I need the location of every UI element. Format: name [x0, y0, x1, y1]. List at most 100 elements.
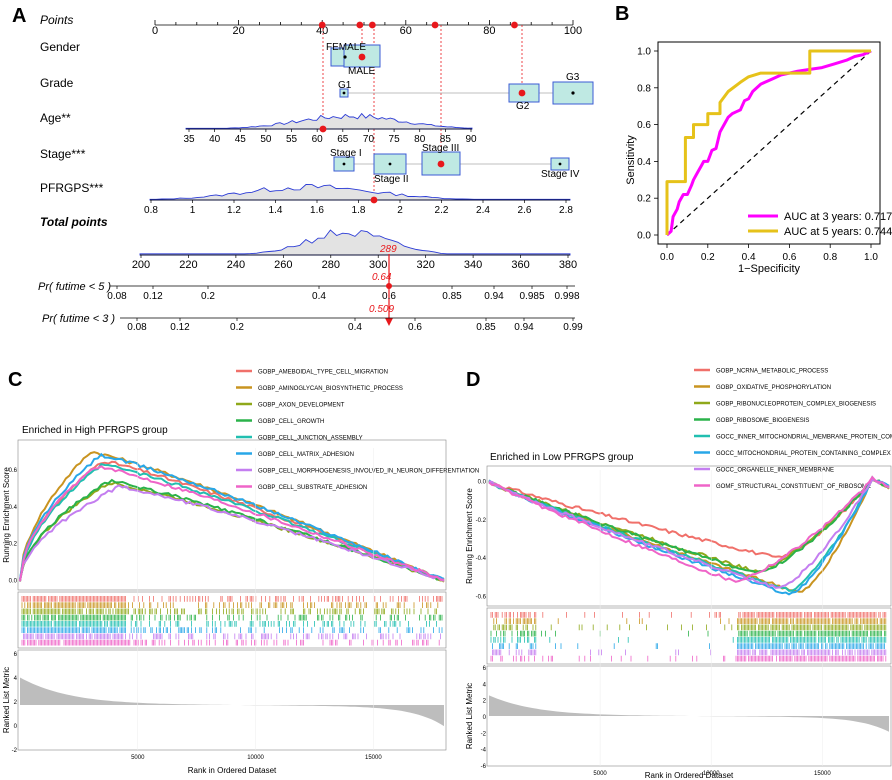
points-marker	[511, 21, 518, 29]
axis-tick-label: 45	[235, 134, 247, 145]
metric-ytick-label: 0	[14, 724, 18, 730]
roc-ylabel: Sensitivity	[625, 135, 637, 185]
legend-entry: GOBP_AMEBOIDAL_TYPE_CELL_MIGRATION	[258, 370, 388, 376]
roc-axes: 0.0 0.2 0.4 0.6 0.8 1.0 0.0 0.2 0.4 0.6 0.8 1.0	[637, 47, 878, 264]
gsea-low-hits	[490, 612, 887, 662]
axis-tick-label: 320	[416, 259, 434, 271]
pfrgps-density	[149, 184, 571, 201]
axis-tick-label: 1	[190, 205, 196, 216]
roc-legend: AUC at 3 years: 0.717 AUC at 5 years: 0.…	[748, 211, 892, 238]
axis-tick-label: 2.2	[435, 205, 449, 216]
pr5-ticks: 0.08 0.12 0.2 0.4 0.6 0.85 0.94 0.985 0.998	[107, 286, 580, 302]
panel-a-label: A	[12, 5, 26, 27]
gender-male: MALE	[348, 66, 376, 77]
axis-tick-label: 0.6	[408, 322, 422, 333]
gsea-high-ylabel: Running Enrichment Score	[2, 467, 11, 563]
legend-entry: GOBP_RIBOSOME_BIOGENESIS	[716, 418, 809, 424]
legend-entry: GOCC_INNER_MITOCHONDRIAL_MEMBRANE_PROTEI…	[716, 435, 892, 441]
metric-ytick-label: -2	[12, 748, 18, 754]
metric-ytick-label: -6	[481, 764, 487, 770]
es-ytick-label: 0.0	[9, 578, 18, 584]
roc-xtick-label: 0.6	[782, 252, 796, 263]
nomo-grade-label: Grade	[40, 76, 74, 90]
gsea-high-panel: C GOBP_AMEBOIDAL_TYPE_CELL_MIGRATIONGOBP…	[2, 369, 479, 775]
gsea-low-ylabel: Running Enrichment Score	[465, 488, 474, 584]
gsea-high-xlabel: Rank in Ordered Dataset	[188, 766, 277, 775]
axis-tick-label: 50	[260, 134, 272, 145]
roc-curve	[665, 49, 871, 235]
grade-g3: G3	[566, 72, 580, 83]
axis-tick-label: 0.94	[514, 322, 534, 333]
roc-curve	[665, 49, 872, 237]
pfrgps-point	[370, 196, 378, 204]
gsea-low-ylabel2: Ranked List Metric	[465, 683, 474, 749]
rank-xtick-label: 10000	[703, 771, 720, 777]
axis-tick-label: 1.6	[310, 205, 324, 216]
nomo-gender-label: Gender	[40, 40, 80, 54]
axis-tick-label: 0.99	[563, 322, 583, 333]
total-ticks: 200 220 240 260 280 300 320 340 360 380	[132, 255, 577, 271]
stage-boxes: Stage I Stage II Stage III Stage IV	[330, 143, 580, 185]
axis-tick-label: 80	[414, 134, 426, 145]
legend-entry: GOMF_STRUCTURAL_CONSTITUENT_OF_RIBOSOME	[716, 484, 871, 490]
metric-ytick-label: 6	[483, 666, 487, 672]
age-ticks: 35 40 45 50 55 60 65 70 75 80 85 90	[183, 129, 477, 145]
legend-entry: GOBP_CELL_SUBSTRATE_ADHESION	[258, 485, 367, 491]
points-tick-label: 80	[483, 25, 495, 37]
axis-tick-label: 0.08	[127, 322, 147, 333]
points-marker	[356, 21, 364, 29]
enrichment-curve	[488, 478, 890, 589]
roc-xtick-label: 0.8	[823, 252, 837, 263]
axis-tick-label: 85	[440, 134, 452, 145]
es-ytick-label: -0.6	[476, 594, 487, 600]
axis-tick-label: 60	[312, 134, 324, 145]
total-density	[139, 229, 571, 256]
metric-ytick-label: 0	[483, 715, 487, 721]
axis-tick-label: 0.4	[312, 291, 326, 302]
rank-xtick-label: 15000	[365, 755, 382, 761]
axis-tick-label: 0.8	[144, 205, 158, 216]
stage-iii: Stage III	[422, 143, 459, 154]
axis-tick-label: 90	[465, 134, 477, 145]
enrichment-curve	[19, 465, 445, 582]
nomogram-panel: A Points Gender Grade Age** Stage*** PFR…	[12, 5, 594, 333]
es-ytick-label: 0.4	[9, 505, 18, 511]
es-ytick-label: 0.2	[9, 542, 18, 548]
gsea-low-curves	[488, 475, 890, 596]
legend-entry: GOBP_CELL_MORPHOGENESIS_INVOLVED_IN_NEUR…	[258, 469, 479, 475]
axis-tick-label: 280	[322, 259, 340, 271]
axis-tick-label: 0.94	[484, 291, 504, 302]
pfrgps-ticks: 0.8 1 1.2 1.4 1.6 1.8 2 2.2 2.4 2.6 2.8	[144, 200, 573, 216]
roc-diagonal	[666, 50, 872, 236]
legend-entry: GOBP_OXIDATIVE_PHOSPHORYLATION	[716, 385, 831, 391]
gsea-high-legend: GOBP_AMEBOIDAL_TYPE_CELL_MIGRATION GOBP_A…	[236, 370, 479, 491]
metric-ytick-label: 4	[483, 682, 487, 688]
axis-tick-label: 35	[183, 134, 195, 145]
axis-tick-label: 0.12	[170, 322, 190, 333]
gsea-low-xlabel: Rank in Ordered Dataset	[645, 771, 734, 780]
rank-xtick-label: 10000	[247, 755, 264, 761]
axis-tick-label: 340	[464, 259, 482, 271]
points-tick-label: 20	[232, 25, 244, 37]
gsea-high-ylabel2: Ranked List Metric	[2, 667, 11, 733]
axis-tick-label: 300	[369, 259, 387, 271]
nomo-age-label: Age**	[40, 111, 71, 125]
enrichment-curve	[488, 475, 889, 583]
es-ytick-label: 0.0	[478, 479, 487, 485]
roc-frame	[657, 41, 881, 245]
roc-ytick-label: 0.2	[637, 194, 651, 205]
metric-ytick-label: -2	[481, 731, 487, 737]
axis-tick-label: 260	[274, 259, 292, 271]
total-value: 289	[379, 244, 397, 255]
legend-entry: GOBP_AMINOGLYCAN_BIOSYNTHETIC_PROCESS	[258, 386, 403, 392]
axis-tick-label: 1.8	[352, 205, 366, 216]
roc-panel: B 0.0 0.2 0.4 0.6 0.8 1.0 0.0 0.2 0.4 0.6 0.8 1.0 S…	[615, 3, 892, 275]
roc-legend-3y: AUC at 3 years: 0.717	[784, 211, 892, 223]
axis-tick-label: 0.2	[201, 291, 215, 302]
age-density	[185, 112, 473, 130]
age-point	[319, 125, 327, 133]
legend-entry: GOCC_MITOCHONDRIAL_PROTEIN_CONTAINING_CO…	[716, 451, 891, 457]
stage-ii: Stage II	[374, 174, 408, 185]
axis-tick-label: 0.4	[348, 322, 362, 333]
